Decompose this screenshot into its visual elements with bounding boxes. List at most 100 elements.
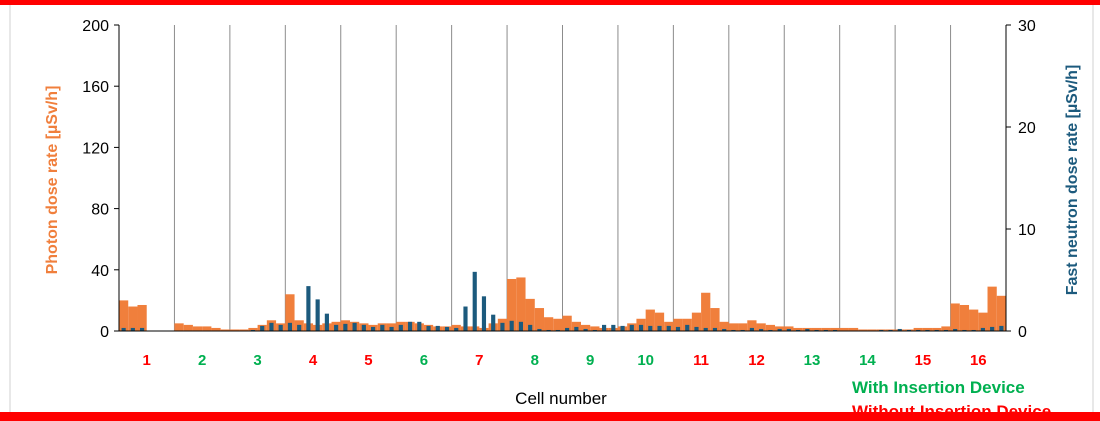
photon-bar [544, 317, 554, 331]
left-tick-label: 0 [100, 324, 109, 341]
neutron-bar [648, 325, 653, 331]
neutron-bar [407, 321, 413, 331]
photon-bar [765, 324, 776, 331]
cell-number-label: 13 [804, 352, 821, 369]
cell-number-label: 2 [198, 352, 206, 369]
photon-bar [701, 292, 711, 331]
cell-number-label: 7 [475, 352, 483, 369]
neutron-bar [888, 329, 893, 331]
photon-bar [285, 294, 295, 331]
neutron-bar [546, 329, 551, 331]
cell-number-label: 12 [748, 352, 765, 369]
photon-bar [507, 278, 517, 331]
neutron-bar [565, 327, 570, 331]
photon-bar [747, 320, 757, 331]
neutron-bar [879, 329, 884, 331]
cell-number-label: 14 [859, 352, 876, 369]
photon-bar [174, 323, 184, 331]
neutron-bar [334, 324, 339, 331]
neutron-bar [260, 325, 265, 331]
photon-bar [673, 318, 683, 331]
photon-bar [996, 295, 1006, 331]
neutron-bar [823, 329, 828, 331]
photon-bar [239, 329, 249, 331]
photon-bar [571, 321, 581, 331]
neutron-bar [444, 326, 450, 331]
right-axis-title: Fast neutron dose rate [µSv/h] [1064, 65, 1081, 296]
neutron-bar [269, 322, 274, 331]
neutron-bar [426, 325, 431, 331]
photon-bar [248, 327, 258, 331]
cell-number-label: 10 [637, 352, 654, 369]
bottom-red-band-overlay [0, 413, 1100, 421]
neutron-bar [722, 328, 727, 331]
cell-number-label: 9 [586, 352, 594, 369]
right-axis-tick-labels: 0 10 20 30 [1006, 18, 1036, 341]
neutron-bar [703, 327, 708, 331]
neutron-bar [786, 328, 791, 331]
bar-marks [119, 271, 1006, 331]
photon-bar [728, 323, 739, 331]
left-tick-label: 120 [82, 140, 109, 157]
neutron-bar [906, 329, 912, 331]
neutron-bar [777, 328, 782, 331]
neutron-bar [675, 326, 681, 331]
neutron-bar [731, 329, 736, 331]
neutron-bar [897, 328, 902, 331]
neutron-bar [712, 327, 718, 331]
neutron-bar [435, 325, 440, 331]
neutron-bar [121, 327, 126, 331]
neutron-bar [389, 326, 394, 331]
neutron-bar [602, 324, 607, 331]
neutron-bar [990, 326, 995, 331]
neutron-bar [481, 296, 487, 331]
neutron-bar [454, 327, 459, 331]
cell-number-label: 6 [420, 352, 428, 369]
neutron-bar [398, 324, 403, 331]
photon-bar [710, 308, 720, 331]
neutron-bar [740, 329, 745, 331]
photon-bar [211, 327, 221, 331]
neutron-bar [916, 329, 921, 331]
photon-bar [192, 326, 203, 331]
photon-bar [183, 324, 193, 331]
neutron-bar [694, 326, 699, 331]
photon-bar [867, 329, 877, 331]
photon-bar [128, 306, 138, 331]
neutron-bar [759, 328, 764, 331]
neutron-bar [287, 322, 293, 331]
neutron-bar [380, 324, 385, 331]
neutron-bar [749, 327, 754, 331]
neutron-bar [805, 328, 810, 331]
photon-bar [987, 286, 997, 331]
neutron-bar [768, 329, 773, 331]
cell-separator-lines [173, 25, 952, 331]
photon-bar [821, 327, 831, 331]
left-axis-title: Photon dose rate [µSv/h] [44, 86, 61, 275]
photon-bar [525, 298, 535, 331]
photon-bar [775, 326, 785, 331]
neutron-bar [491, 314, 496, 331]
photon-bar [719, 321, 729, 331]
x-axis-title: Cell number [515, 389, 607, 408]
neutron-bar [685, 324, 690, 331]
neutron-bar [611, 324, 616, 331]
neutron-bar [832, 329, 838, 331]
photon-bar [932, 327, 942, 331]
neutron-bar [518, 321, 523, 331]
photon-bar [969, 309, 979, 331]
photon-bar [580, 324, 591, 331]
photon-bar [959, 304, 970, 331]
neutron-bar [814, 329, 819, 331]
neutron-bar [361, 324, 366, 331]
photon-bar [839, 327, 849, 331]
cell-number-label: 15 [915, 352, 932, 369]
photon-bar [229, 329, 240, 331]
left-tick-label: 40 [91, 263, 109, 280]
photon-bar [793, 327, 803, 331]
neutron-bar [250, 329, 256, 331]
cell-number-label: 1 [143, 352, 151, 369]
neutron-bar [980, 327, 985, 331]
legend-with-insertion-device: With Insertion Device [852, 378, 1025, 397]
photon-bar [516, 277, 526, 331]
